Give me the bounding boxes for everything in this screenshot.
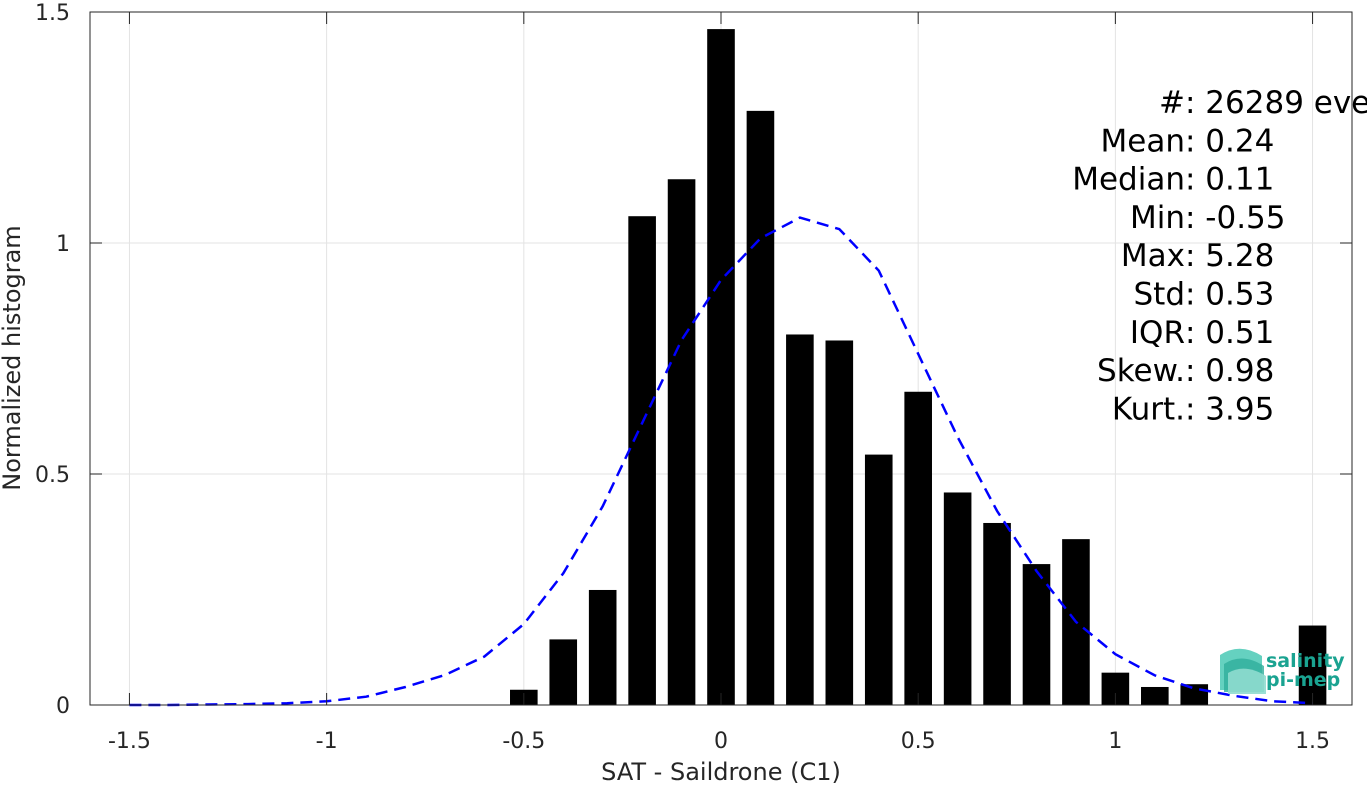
stat-value: : 26289 events [1185,85,1367,121]
y-tick-labels: 0 0.5 1 1.5 [35,1,70,719]
histogram-bar [904,391,932,705]
x-tick-label: 0 [714,729,728,754]
stat-value: : 0.51 [1185,315,1274,351]
stat-value: : 3.95 [1185,391,1274,427]
x-tick-label: 1 [1108,729,1122,754]
axes [89,11,1353,706]
histogram-bar [786,334,814,705]
x-tick-labels: -1.5 -1 -0.5 0 0.5 1 1.5 [108,729,1330,754]
stat-label: Min [1130,200,1185,236]
histogram-bar [825,340,854,705]
stat-value: : -0.55 [1185,200,1286,236]
x-tick-label: 1.5 [1295,729,1330,754]
x-tick-label: -1.5 [108,729,151,754]
histogram-bar [943,492,972,705]
stat-label: Mean [1101,123,1185,159]
logo-line-2: pi-mep [1266,669,1340,691]
stat-value: : 0.11 [1185,162,1274,198]
y-axis-title: Normalized histogram [0,225,26,490]
histogram-bar [1022,564,1051,705]
stat-label: # [1159,85,1185,121]
x-axis-title: SAT - Saildrone (C1) [601,758,841,785]
histogram-bar [628,216,656,706]
y-tick-label: 0 [56,694,70,719]
y-tick-label: 1 [56,232,70,257]
stat-label: IQR [1130,315,1185,351]
histogram-bar [983,522,1011,705]
stat-value: : 0.24 [1185,123,1274,159]
y-tick-label: 0.5 [35,463,70,488]
histogram-bar [1141,686,1169,705]
stat-value: : 0.98 [1185,353,1274,389]
x-tick-label: -1 [316,729,338,754]
x-tick-label: -0.5 [502,729,545,754]
histogram-bar [707,29,735,706]
histogram-bar [667,179,696,705]
wave-icon [1220,648,1266,694]
stat-label: Skew. [1097,353,1185,389]
histogram-bar [1180,684,1209,705]
stat-label: Kurt. [1112,391,1185,427]
histogram-bar [549,639,578,705]
logo-line-1: salinity [1266,650,1345,672]
stat-label: Median [1072,162,1185,198]
x-tick-label: 0.5 [901,729,936,754]
histogram-bar [1298,625,1327,705]
salinity-pimep-logo: salinity pi-mep [1220,648,1345,694]
stat-value: : 0.53 [1185,277,1274,313]
histogram-bar [588,589,617,705]
stat-label: Std [1133,277,1185,313]
stat-label: Max [1121,238,1185,274]
histogram-bar [746,110,775,706]
y-tick-label: 1.5 [35,1,70,26]
histogram-bar [864,454,893,705]
stat-value: : 5.28 [1185,238,1274,274]
bars [510,29,1327,706]
